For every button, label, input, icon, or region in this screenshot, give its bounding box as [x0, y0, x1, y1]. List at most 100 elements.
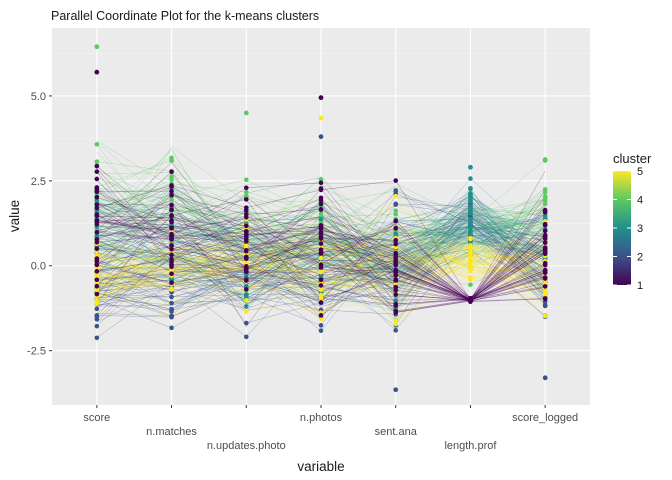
legend-tick-label: 1 — [637, 280, 643, 292]
outlier-point — [94, 69, 100, 75]
observation-point — [542, 233, 548, 238]
observation-point — [169, 207, 174, 213]
observation-point — [393, 301, 399, 307]
legend-tick-label: 5 — [637, 166, 643, 178]
outlier-point — [318, 95, 324, 101]
observation-point — [542, 228, 548, 234]
observation-point — [243, 269, 249, 274]
observation-point — [318, 235, 324, 240]
observation-point — [393, 328, 399, 333]
observation-point — [169, 294, 174, 300]
observation-point — [243, 309, 249, 315]
outlier-point — [243, 110, 249, 116]
observation-point — [318, 328, 324, 333]
observation-point — [468, 228, 473, 234]
observation-point — [393, 226, 399, 231]
observation-point — [393, 270, 399, 275]
observation-point — [94, 262, 100, 268]
observation-point — [468, 191, 473, 196]
observation-point — [94, 169, 100, 174]
outlier-point — [94, 44, 100, 50]
observation-point — [243, 287, 249, 292]
legend: cluster 1 2 3 4 5 — [613, 151, 652, 292]
series-points — [94, 44, 548, 393]
observation-point — [393, 208, 399, 213]
observation-point — [318, 300, 324, 305]
observation-point — [318, 216, 324, 222]
observation-point — [169, 247, 174, 252]
observation-point — [318, 177, 324, 182]
observation-point — [169, 219, 174, 225]
observation-point — [393, 261, 399, 267]
y-axis: -2.5 0.0 2.5 5.0 — [27, 91, 52, 358]
observation-point — [393, 257, 399, 263]
observation-point — [542, 240, 548, 246]
observation-point — [318, 313, 324, 318]
observation-point — [243, 334, 249, 340]
observation-point — [243, 278, 249, 283]
observation-point — [169, 202, 174, 208]
observation-point — [393, 202, 399, 207]
observation-point — [542, 198, 548, 203]
outlier-point — [542, 375, 548, 381]
observation-point — [243, 208, 249, 213]
observation-point — [94, 221, 100, 227]
observation-point — [169, 325, 174, 331]
observation-point — [169, 314, 174, 320]
observation-point — [169, 237, 174, 242]
x-axis: score n.matches n.updates.photo n.photos sen… — [83, 405, 578, 452]
y-tick-label: 5.0 — [31, 91, 46, 103]
observation-point — [468, 277, 473, 282]
observation-point — [393, 292, 399, 297]
observation-point — [243, 185, 249, 191]
observation-point — [94, 259, 100, 264]
observation-point — [169, 307, 174, 313]
observation-point — [393, 281, 399, 287]
observation-point — [243, 248, 249, 254]
observation-point — [542, 201, 548, 207]
observation-point — [243, 189, 249, 195]
observation-point — [243, 223, 249, 229]
observation-point — [393, 309, 399, 315]
observation-point — [169, 177, 174, 182]
observation-point — [94, 280, 100, 286]
observation-point — [468, 209, 473, 215]
observation-point — [318, 255, 324, 261]
observation-point — [468, 205, 473, 211]
observation-point — [468, 259, 473, 265]
observation-point — [318, 241, 324, 246]
observation-point — [94, 218, 100, 223]
observation-point — [542, 251, 548, 257]
observation-point — [393, 277, 399, 282]
observation-point — [243, 256, 249, 262]
observation-point — [94, 194, 100, 200]
observation-point — [169, 262, 174, 267]
legend-tick-label: 2 — [637, 252, 643, 264]
observation-point — [468, 194, 473, 200]
observation-point — [468, 223, 473, 229]
observation-point — [318, 269, 324, 275]
observation-point — [393, 188, 399, 193]
observation-point — [94, 291, 100, 297]
observation-point — [318, 195, 324, 201]
observation-point — [94, 335, 100, 341]
observation-point — [318, 187, 324, 193]
observation-point — [243, 214, 249, 220]
observation-point — [94, 277, 100, 283]
observation-point — [393, 318, 399, 323]
observation-point — [94, 287, 100, 293]
observation-point — [393, 287, 399, 293]
observation-point — [94, 198, 100, 203]
observation-point — [94, 159, 100, 164]
observation-point — [318, 207, 324, 212]
observation-point — [393, 237, 399, 243]
observation-point — [243, 237, 249, 242]
observation-point — [243, 293, 249, 299]
y-tick-label: 0.0 — [31, 261, 46, 273]
observation-point — [169, 155, 174, 161]
x-tick-label: length.prof — [444, 440, 497, 452]
observation-point — [468, 218, 473, 224]
observation-point — [243, 197, 249, 202]
observation-point — [94, 237, 100, 242]
